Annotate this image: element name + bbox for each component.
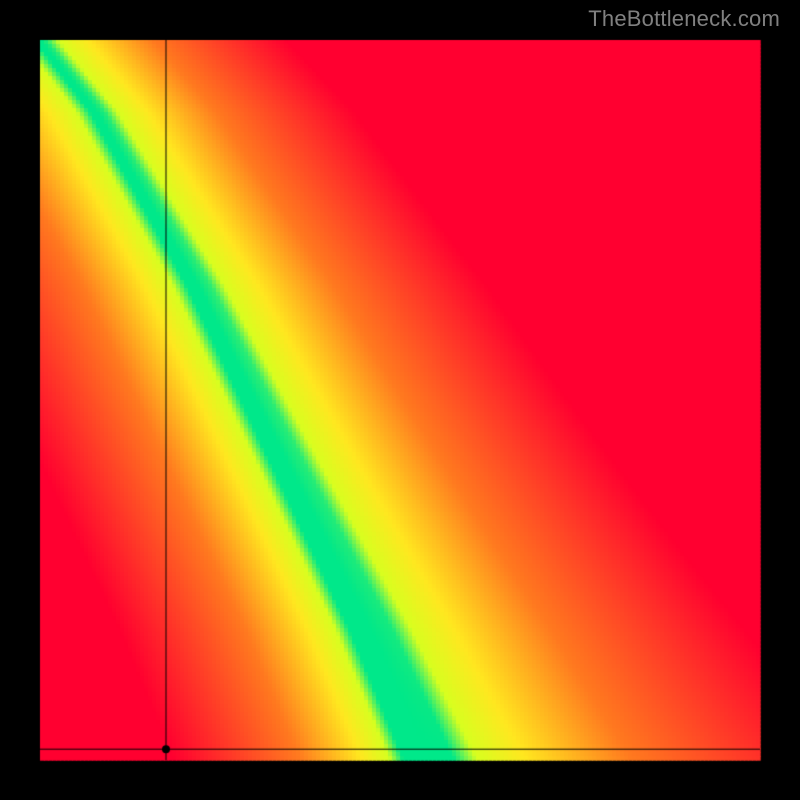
bottleneck-heatmap bbox=[0, 0, 800, 800]
watermark-text: TheBottleneck.com bbox=[588, 6, 780, 32]
